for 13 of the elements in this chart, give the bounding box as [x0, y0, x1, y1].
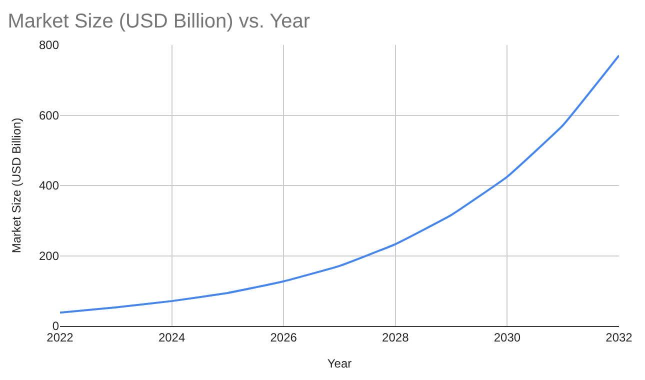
y-tick-label: 800 [38, 38, 60, 52]
y-tick-label: 200 [38, 248, 60, 263]
x-tick-label: 2026 [270, 330, 298, 344]
chart-title: Market Size (USD Billion) vs. Year [8, 10, 310, 32]
x-tick-label: 2030 [494, 330, 521, 344]
line-series [60, 54, 619, 314]
y-tick-label: 600 [38, 108, 60, 122]
x-axis-title: Year [327, 356, 352, 370]
x-tick-label: 2032 [606, 330, 633, 344]
x-tick-label: 2028 [382, 330, 410, 344]
y-axis-title: Market Size (USD Billion) [9, 118, 24, 254]
y-tick-label: 400 [38, 178, 60, 193]
x-tick-label: 2024 [158, 330, 186, 344]
